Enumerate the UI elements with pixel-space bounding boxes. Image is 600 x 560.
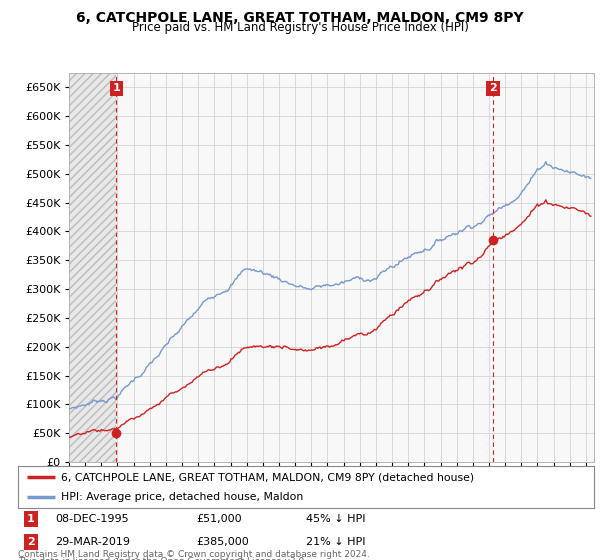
Text: 2: 2 bbox=[27, 537, 35, 547]
Text: 6, CATCHPOLE LANE, GREAT TOTHAM, MALDON, CM9 8PY (detached house): 6, CATCHPOLE LANE, GREAT TOTHAM, MALDON,… bbox=[61, 472, 475, 482]
Text: 1: 1 bbox=[27, 514, 35, 524]
Text: Price paid vs. HM Land Registry's House Price Index (HPI): Price paid vs. HM Land Registry's House … bbox=[131, 21, 469, 34]
Text: Contains HM Land Registry data © Crown copyright and database right 2024.: Contains HM Land Registry data © Crown c… bbox=[18, 550, 370, 559]
Text: 2: 2 bbox=[489, 83, 497, 94]
Text: 08-DEC-1995: 08-DEC-1995 bbox=[55, 514, 129, 524]
Text: 21% ↓ HPI: 21% ↓ HPI bbox=[306, 537, 365, 547]
Text: 1: 1 bbox=[113, 83, 121, 94]
Text: £51,000: £51,000 bbox=[197, 514, 242, 524]
Text: This data is licensed under the Open Government Licence v3.0.: This data is licensed under the Open Gov… bbox=[18, 557, 307, 560]
Text: 6, CATCHPOLE LANE, GREAT TOTHAM, MALDON, CM9 8PY: 6, CATCHPOLE LANE, GREAT TOTHAM, MALDON,… bbox=[76, 11, 524, 25]
Text: HPI: Average price, detached house, Maldon: HPI: Average price, detached house, Mald… bbox=[61, 492, 304, 502]
Text: 29-MAR-2019: 29-MAR-2019 bbox=[55, 537, 130, 547]
Text: £385,000: £385,000 bbox=[197, 537, 250, 547]
Text: 45% ↓ HPI: 45% ↓ HPI bbox=[306, 514, 365, 524]
Bar bbox=[69, 73, 116, 462]
